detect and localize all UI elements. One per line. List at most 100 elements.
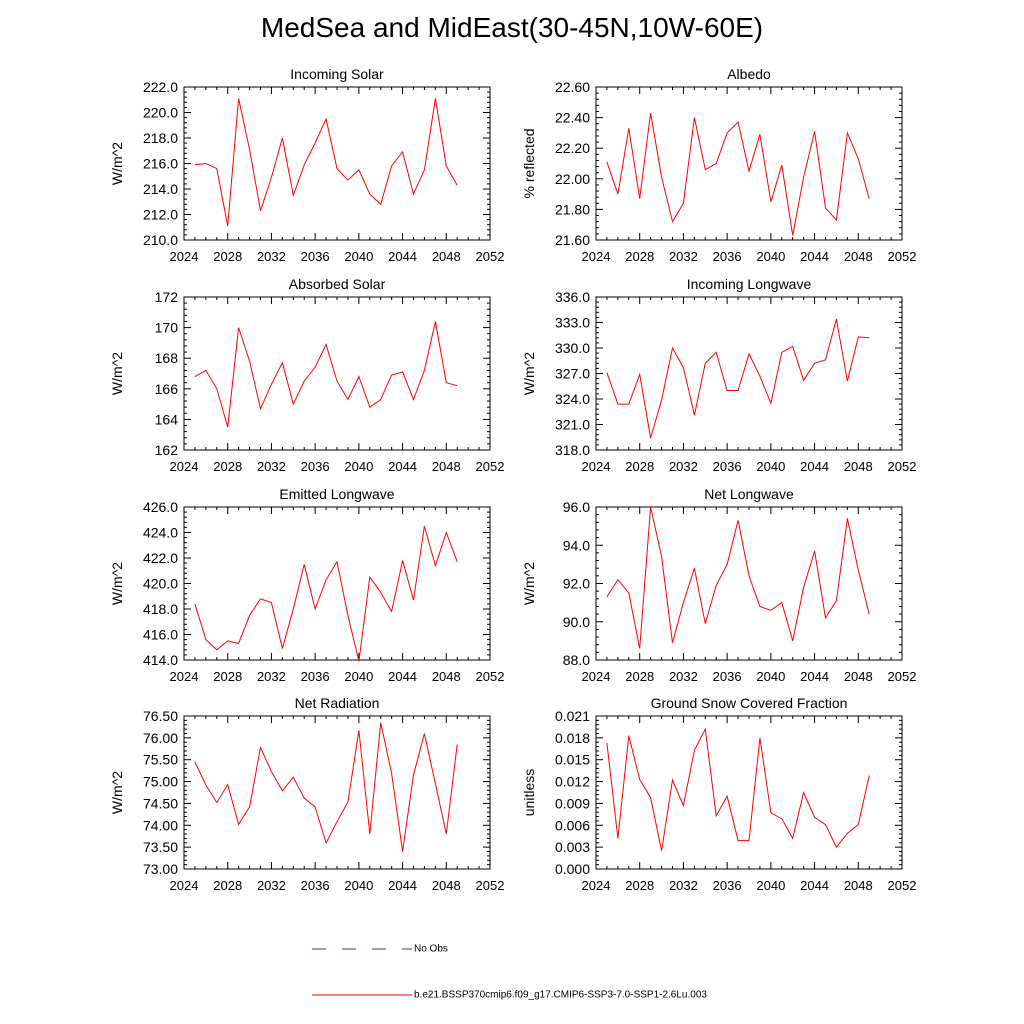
x-tick-label: 2032 <box>669 249 698 264</box>
y-axis-label: W/m^2 <box>521 562 537 605</box>
x-tick-label: 2028 <box>213 459 242 474</box>
y-tick-label: 74.50 <box>143 795 178 811</box>
x-tick-label: 2032 <box>257 669 286 684</box>
x-tick-label: 2052 <box>888 878 917 893</box>
y-tick-label: 216.0 <box>143 156 178 172</box>
x-tick-label: 2032 <box>257 459 286 474</box>
x-tick-label: 2040 <box>344 459 373 474</box>
x-tick-label: 2044 <box>388 459 417 474</box>
y-tick-label: 74.00 <box>143 817 178 833</box>
x-tick-label: 2036 <box>301 669 330 684</box>
x-tick-label: 2032 <box>257 878 286 893</box>
series-line <box>194 321 458 428</box>
y-tick-label: 210.0 <box>143 232 178 248</box>
x-tick-label: 2024 <box>582 669 611 684</box>
y-axis-label: unitless <box>521 769 537 816</box>
x-tick-label: 2024 <box>170 249 199 264</box>
series-line <box>194 722 458 852</box>
y-tick-label: 327.0 <box>555 366 590 382</box>
y-tick-label: 416.0 <box>143 627 178 643</box>
plot-frame <box>595 296 903 451</box>
x-tick-label: 2048 <box>432 249 461 264</box>
x-tick-label: 2048 <box>844 249 873 264</box>
x-tick-label: 2028 <box>625 669 654 684</box>
panel-title: Incoming Solar <box>290 66 384 82</box>
series-line <box>606 112 870 236</box>
y-tick-label: 333.0 <box>555 315 590 331</box>
y-tick-label: 73.50 <box>143 839 178 855</box>
panel-1: Incoming Solar W/m^2 2024 2028 2032 2036 2040 2… <box>109 66 504 264</box>
legend-model-label: b.e21.BSSP370cmip6.f09_g17.CMIP6-SSP3-7.… <box>414 989 707 1001</box>
panel-title: Net Radiation <box>295 695 380 711</box>
y-tick-label: 214.0 <box>143 181 178 197</box>
panel-5: Emitted Longwave W/m^2 2024 2028 2032 2036 204… <box>109 486 504 684</box>
x-tick-label: 2048 <box>844 669 873 684</box>
panel-4: Incoming Longwave W/m^2 2024 2028 2032 2036 20… <box>521 276 916 474</box>
series-line <box>194 98 458 227</box>
x-tick-label: 2028 <box>625 459 654 474</box>
y-tick-label: 424.0 <box>143 525 178 541</box>
legend-model-line <box>312 994 412 996</box>
y-tick-label: 318.0 <box>555 442 590 458</box>
x-tick-label: 2036 <box>713 249 742 264</box>
x-tick-label: 2036 <box>301 459 330 474</box>
x-tick-label: 2036 <box>713 669 742 684</box>
x-tick-label: 2040 <box>344 249 373 264</box>
panel-2: Albedo % reflected 2024 2028 2032 2036 2040 204… <box>521 66 916 264</box>
y-tick-label: 0.018 <box>555 730 590 746</box>
x-tick-label: 2048 <box>844 459 873 474</box>
y-tick-label: 73.00 <box>143 861 178 877</box>
y-tick-label: 336.0 <box>555 289 590 305</box>
x-tick-label: 2024 <box>582 459 611 474</box>
y-tick-label: 75.00 <box>143 774 178 790</box>
panel-7: Net Radiation W/m^2 2024 2028 2032 2036 2040 20… <box>109 695 504 893</box>
x-tick-label: 2048 <box>432 878 461 893</box>
x-tick-label: 2052 <box>888 249 917 264</box>
plot-frame <box>595 715 903 870</box>
plot-frame <box>595 506 903 661</box>
x-tick-label: 2028 <box>213 669 242 684</box>
y-tick-label: 92.0 <box>563 576 590 592</box>
y-tick-label: 22.20 <box>555 140 590 156</box>
y-tick-label: 0.000 <box>555 861 590 877</box>
y-tick-label: 212.0 <box>143 207 178 223</box>
y-tick-label: 422.0 <box>143 550 178 566</box>
panel-title: Emitted Longwave <box>279 486 394 502</box>
panel-title: Albedo <box>727 66 771 82</box>
x-tick-label: 2052 <box>476 878 505 893</box>
x-tick-label: 2040 <box>756 878 785 893</box>
x-tick-label: 2024 <box>170 669 199 684</box>
x-tick-label: 2044 <box>388 249 417 264</box>
panel-title: Absorbed Solar <box>289 276 386 292</box>
y-tick-label: 164 <box>155 411 179 427</box>
x-tick-label: 2040 <box>344 669 373 684</box>
x-tick-label: 2052 <box>888 459 917 474</box>
y-tick-label: 88.0 <box>563 652 590 668</box>
x-tick-label: 2052 <box>888 669 917 684</box>
plot-frame <box>183 86 491 241</box>
y-tick-label: 22.00 <box>555 171 590 187</box>
y-axis-label: W/m^2 <box>109 142 125 185</box>
x-tick-label: 2040 <box>756 669 785 684</box>
plot-frame <box>183 506 491 661</box>
plot-frame <box>183 296 491 451</box>
legend-obs: No Obs <box>312 942 448 956</box>
x-tick-label: 2028 <box>213 249 242 264</box>
x-tick-label: 2036 <box>301 878 330 893</box>
x-tick-label: 2052 <box>476 459 505 474</box>
x-tick-label: 2044 <box>800 249 829 264</box>
y-tick-label: 420.0 <box>143 576 178 592</box>
y-tick-label: 90.0 <box>563 614 590 630</box>
y-tick-label: 170 <box>155 320 179 336</box>
y-tick-label: 324.0 <box>555 391 590 407</box>
y-axis-label: % reflected <box>521 128 537 198</box>
y-tick-label: 22.40 <box>555 110 590 126</box>
panel-8: Ground Snow Covered Fraction unitless 2024… <box>521 695 916 893</box>
y-tick-label: 76.00 <box>143 730 178 746</box>
x-tick-label: 2044 <box>800 669 829 684</box>
y-tick-label: 22.60 <box>555 79 590 95</box>
y-tick-label: 330.0 <box>555 340 590 356</box>
y-tick-label: 21.80 <box>555 201 590 217</box>
panel-6: Net Longwave W/m^2 2024 2028 2032 2036 2040 204… <box>521 486 916 684</box>
panel-title: Ground Snow Covered Fraction <box>651 695 848 711</box>
